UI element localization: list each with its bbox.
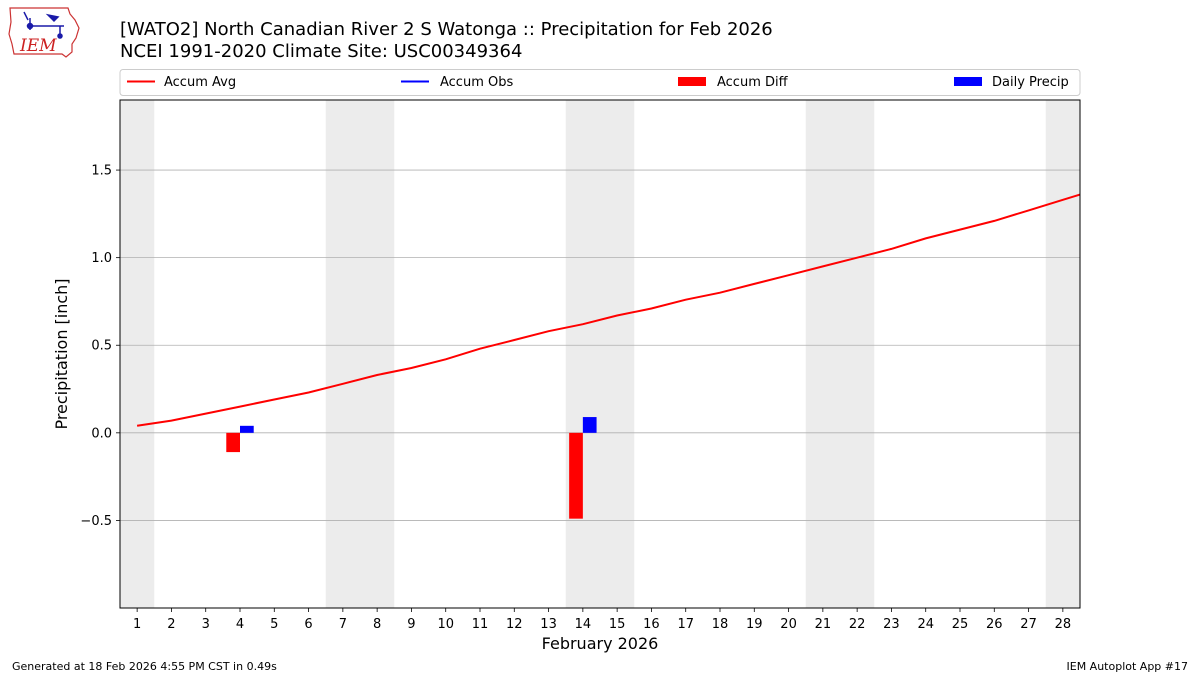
accum-diff-bar xyxy=(226,432,240,453)
x-tick-label: 7 xyxy=(339,617,347,632)
x-tick-label: 17 xyxy=(677,617,694,632)
chart-title: [WATO2] North Canadian River 2 S Watonga… xyxy=(120,19,773,40)
accum-diff-bar xyxy=(569,432,583,519)
legend-label-accum-obs: Accum Obs xyxy=(440,75,513,90)
x-tick-label: 10 xyxy=(437,617,454,632)
weather-instruments-icon xyxy=(23,11,64,39)
daily-precip-bar xyxy=(582,417,597,433)
plot-area: −0.50.00.51.01.51 2 3 4 5 6 7 8 9 10 11 12 13 14 15 16 1… xyxy=(80,99,1081,632)
x-tick-label: 9 xyxy=(407,617,415,632)
y-tick-label: −0.5 xyxy=(80,514,112,529)
x-tick-label: 25 xyxy=(952,617,969,632)
x-tick-label: 4 xyxy=(236,617,244,632)
plot-frame xyxy=(119,99,1081,609)
x-tick-label: 16 xyxy=(643,617,660,632)
y-tick-label: 0.5 xyxy=(91,339,112,354)
iem-logo: IEM xyxy=(8,7,80,58)
chart-subtitle: NCEI 1991-2020 Climate Site: USC00349364 xyxy=(120,41,522,62)
x-tick-label: 28 xyxy=(1055,617,1072,632)
x-tick-label: 11 xyxy=(472,617,489,632)
iowa-state-outline xyxy=(8,7,80,58)
weekend-shade xyxy=(1045,100,1080,608)
weekend-shade xyxy=(840,100,875,608)
footer-app: IEM Autoplot App #17 xyxy=(1067,660,1189,673)
weekend-shade xyxy=(565,100,600,608)
legend-label-accum-avg: Accum Avg xyxy=(164,75,236,90)
y-axis-label: Precipitation [inch] xyxy=(52,278,71,429)
y-tick-label: 0.0 xyxy=(91,426,112,441)
x-axis-label: February 2026 xyxy=(542,634,659,653)
x-tick-label: 5 xyxy=(270,617,278,632)
weekend-shade xyxy=(805,100,840,608)
legend: Accum Avg Accum Obs Accum Diff Daily Precip xyxy=(119,69,1081,96)
weekend-shade xyxy=(360,100,395,608)
legend-swatch-accum-diff xyxy=(678,77,706,86)
x-tick-label: 22 xyxy=(849,617,866,632)
legend-label-accum-diff: Accum Diff xyxy=(717,75,789,90)
footer-generated: Generated at 18 Feb 2026 4:55 PM CST in … xyxy=(12,660,277,673)
x-tick-label: 20 xyxy=(780,617,797,632)
y-tick-label: 1.0 xyxy=(91,251,112,266)
x-tick-label: 26 xyxy=(986,617,1003,632)
x-tick-label: 12 xyxy=(506,617,523,632)
weekend-shade xyxy=(120,100,155,608)
x-tick-label: 24 xyxy=(917,617,934,632)
legend-frame xyxy=(119,69,1081,96)
x-tick-label: 6 xyxy=(304,617,312,632)
x-tick-label: 23 xyxy=(883,617,900,632)
logo-text: IEM xyxy=(19,36,57,56)
x-tick-label: 13 xyxy=(540,617,557,632)
weekend-shade xyxy=(325,100,360,608)
x-tick-label: 3 xyxy=(202,617,210,632)
x-tick-label: 18 xyxy=(712,617,729,632)
x-tick-label: 8 xyxy=(373,617,381,632)
accum-avg-line xyxy=(136,193,1081,427)
x-tick-label: 1 xyxy=(133,617,141,632)
legend-label-daily-precip: Daily Precip xyxy=(992,75,1069,90)
x-tick-label: 14 xyxy=(575,617,592,632)
legend-swatch-daily-precip xyxy=(954,77,982,86)
x-tick-label: 27 xyxy=(1020,617,1037,632)
x-tick-label: 21 xyxy=(815,617,832,632)
weekend-shade xyxy=(600,100,635,608)
y-tick-label: 1.5 xyxy=(91,164,112,179)
x-tick-label: 2 xyxy=(167,617,175,632)
daily-precip-bar xyxy=(240,425,254,433)
x-tick-label: 19 xyxy=(746,617,763,632)
x-tick-label: 15 xyxy=(609,617,626,632)
